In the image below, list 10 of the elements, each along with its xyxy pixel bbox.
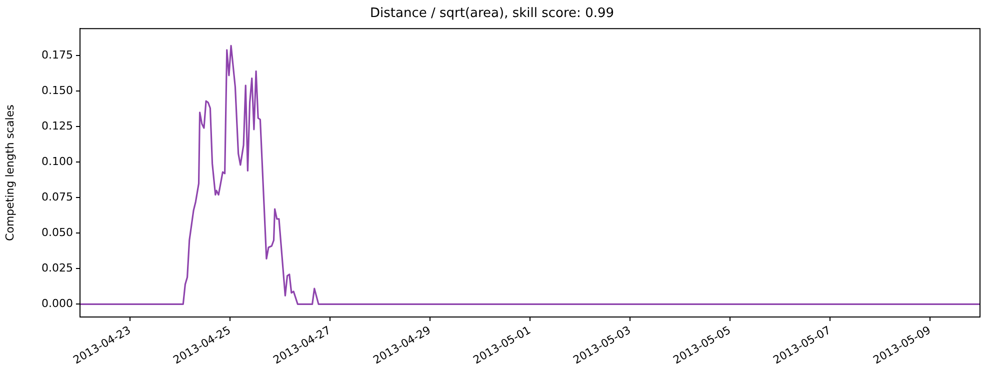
y-tick-label: 0.025 [42, 262, 73, 275]
y-tick-label: 0.175 [42, 48, 73, 62]
y-tick-label: 0.125 [42, 119, 73, 132]
y-tick-label: 0.100 [42, 155, 73, 168]
y-tick-label: 0.075 [42, 190, 73, 204]
chart-title: Distance / sqrt(area), skill score: 0.99 [370, 6, 614, 22]
y-tick-label: 0.000 [42, 297, 73, 310]
y-tick-label: 0.150 [42, 84, 73, 97]
y-axis-title: Competing length scales [3, 104, 16, 241]
y-tick-label: 0.050 [42, 226, 73, 240]
